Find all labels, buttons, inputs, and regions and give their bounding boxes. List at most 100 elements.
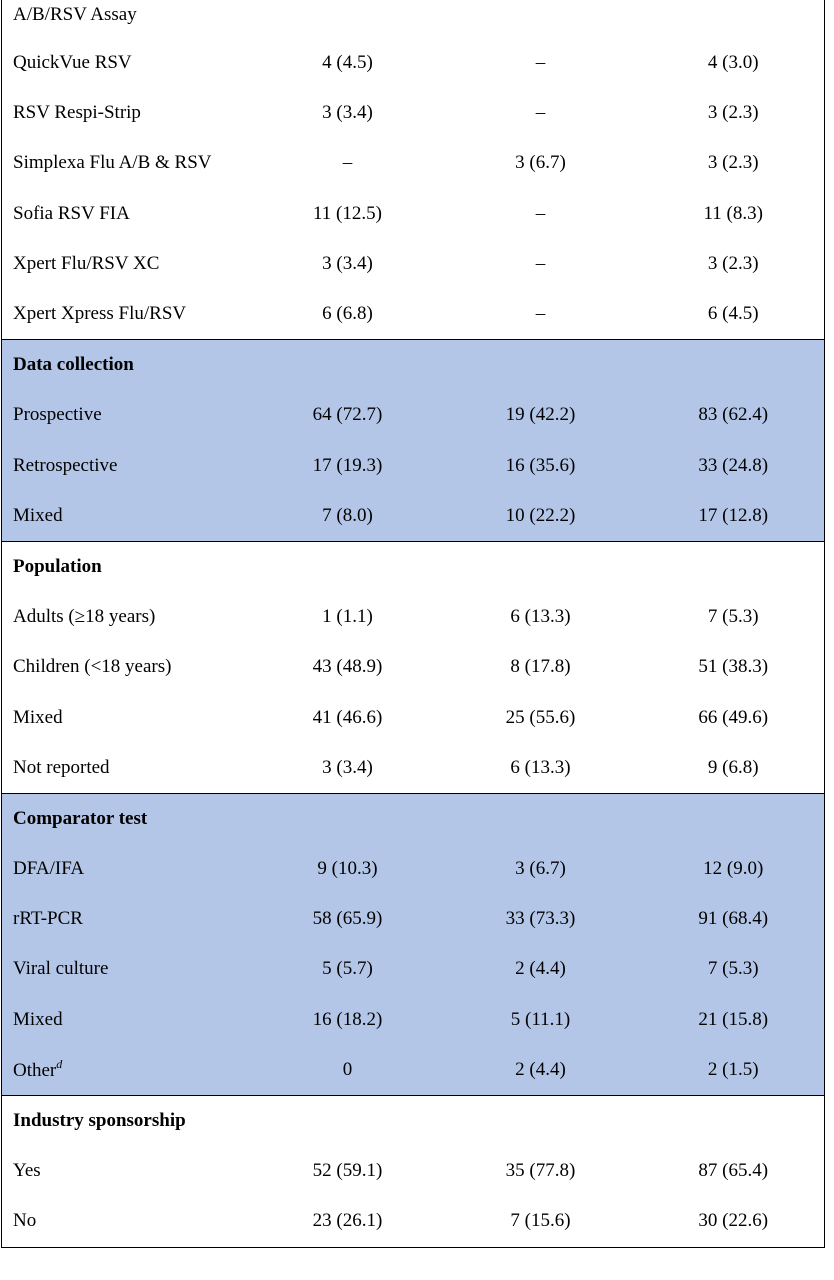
table-row: RSV Respi-Strip 3 (3.4) – 3 (2.3) — [2, 88, 825, 138]
cell-value — [256, 540, 439, 593]
cell-value: 7 (15.6) — [510, 1210, 571, 1232]
cell-value: 7 (5.3) — [707, 606, 759, 628]
cell-value: 0 — [256, 1044, 439, 1096]
cell-value: 3 (2.3) — [707, 252, 759, 274]
cell-value: 91 (68.4) — [642, 894, 825, 945]
table-row: Children (<18 years) 43 (48.9) 8 (17.8) … — [2, 642, 825, 692]
cell-value — [439, 0, 643, 38]
cell-value: 58 (65.9) — [256, 894, 439, 945]
table-row: Viral culture 5 (5.7) 2 (4.4) 7 (5.3) — [1, 944, 825, 995]
cell-value: 7 (8.0) — [256, 490, 439, 542]
cell-value: 83 (62.4) — [642, 390, 825, 441]
cell-value: 19 (42.2) — [438, 390, 643, 441]
cell-value: 52 (59.1) — [312, 1160, 383, 1182]
cell-value: 6 (6.8) — [322, 303, 373, 325]
cell-value: 3 (6.7) — [438, 844, 643, 895]
table-row: Mixed 7 (8.0) 10 (22.2) 17 (12.8) — [1, 490, 825, 542]
section-header-row: Comparator test — [1, 792, 825, 844]
table-row: Otherd 0 2 (4.4) 2 (1.5) — [1, 1044, 825, 1096]
row-label: No — [13, 1210, 37, 1232]
row-label: Xpert Flu/RSV XC — [13, 252, 160, 274]
cell-value: 3 (3.4) — [322, 102, 373, 124]
row-label: QuickVue RSV — [13, 52, 132, 74]
cell-value: 33 (73.3) — [438, 894, 643, 945]
cell-value — [256, 1094, 439, 1147]
section-title: Industry sponsorship — [1, 1094, 257, 1147]
row-label: Simplexa Flu A/B & RSV — [13, 152, 212, 174]
row-label: Retrospective — [1, 440, 257, 491]
row-label: Mixed — [13, 706, 63, 728]
row-label-text: Other — [13, 1060, 57, 1082]
cell-value: 35 (77.8) — [505, 1160, 576, 1182]
cell-value: 3 (3.4) — [322, 252, 373, 274]
cell-value: 6 (13.3) — [510, 756, 571, 778]
cell-value — [642, 339, 825, 391]
row-label: RSV Respi-Strip — [13, 102, 141, 124]
row-label: Mixed — [1, 490, 257, 542]
cell-value — [438, 1094, 643, 1147]
study-characteristics-table: A/B/RSV Assay QuickVue RSV 4 (4.5) – 4 (… — [1, 0, 825, 1248]
row-label: DFA/IFA — [1, 844, 257, 895]
cell-value: 10 (22.2) — [438, 490, 643, 542]
cell-value: 4 (3.0) — [707, 52, 759, 74]
cell-value — [257, 0, 439, 38]
table-row: Not reported 3 (3.4) 6 (13.3) 9 (6.8) — [2, 743, 825, 794]
cell-value — [256, 339, 439, 391]
table-row: A/B/RSV Assay — [2, 0, 825, 38]
cell-value: – — [535, 102, 546, 124]
cell-value: 43 (48.9) — [312, 656, 383, 678]
cell-value — [642, 792, 825, 844]
cell-value — [642, 1094, 825, 1147]
row-label: Otherd — [1, 1044, 257, 1096]
table-row: Prospective 64 (72.7) 19 (42.2) 83 (62.4… — [1, 390, 825, 441]
cell-value: 66 (49.6) — [698, 706, 769, 728]
table-row: DFA/IFA 9 (10.3) 3 (6.7) 12 (9.0) — [1, 844, 825, 895]
cell-value: 11 (12.5) — [313, 202, 382, 224]
row-label: Prospective — [1, 390, 257, 441]
table-row: Simplexa Flu A/B & RSV – 3 (6.7) 3 (2.3) — [2, 138, 825, 188]
cell-value: 21 (15.8) — [642, 994, 825, 1045]
cell-value: 1 (1.1) — [322, 606, 373, 628]
table-row: rRT-PCR 58 (65.9) 33 (73.3) 91 (68.4) — [1, 894, 825, 945]
cell-value: 16 (35.6) — [438, 440, 643, 491]
cell-value: 16 (18.2) — [256, 994, 439, 1045]
row-label: Not reported — [13, 756, 110, 778]
section-title: Population — [1, 540, 257, 593]
cell-value: 3 (2.3) — [707, 102, 759, 124]
table-row: No 23 (26.1) 7 (15.6) 30 (22.6) — [2, 1196, 825, 1247]
cell-value: 33 (24.8) — [642, 440, 825, 491]
cell-value: 17 (12.8) — [642, 490, 825, 542]
cell-value — [438, 339, 643, 391]
cell-value: 5 (11.1) — [438, 994, 643, 1045]
table-row: Xpert Xpress Flu/RSV 6 (6.8) – 6 (4.5) — [2, 289, 825, 340]
table-row: Mixed 41 (46.6) 25 (55.6) 66 (49.6) — [2, 692, 825, 742]
cell-value: 3 (6.7) — [515, 152, 566, 174]
cell-value: 8 (17.8) — [510, 656, 571, 678]
table-row: Xpert Flu/RSV XC 3 (3.4) – 3 (2.3) — [2, 239, 825, 289]
cell-value — [642, 540, 825, 593]
cell-value: – — [535, 303, 546, 325]
section-header-row: Data collection — [1, 339, 825, 391]
row-label: Viral culture — [1, 944, 257, 995]
row-label: Children (<18 years) — [13, 656, 172, 678]
cell-value: 7 (5.3) — [642, 944, 825, 995]
cell-value: 3 (2.3) — [707, 152, 759, 174]
cell-value: 6 (13.3) — [510, 606, 571, 628]
row-label: Xpert Xpress Flu/RSV — [13, 303, 187, 325]
footnote-marker: d — [56, 1057, 63, 1072]
row-label: Adults (≥18 years) — [13, 606, 156, 628]
table-row: Retrospective 17 (19.3) 16 (35.6) 33 (24… — [1, 440, 825, 491]
section-title: Data collection — [1, 339, 257, 391]
cell-value — [438, 792, 643, 844]
section-header-row: Industry sponsorship — [1, 1094, 825, 1147]
row-label: rRT-PCR — [1, 894, 257, 945]
cell-value: 17 (19.3) — [256, 440, 439, 491]
cell-value: 41 (46.6) — [312, 706, 383, 728]
cell-value — [438, 540, 643, 593]
cell-value: 2 (1.5) — [642, 1044, 825, 1096]
cell-value: 9 (6.8) — [707, 756, 759, 778]
table-row: QuickVue RSV 4 (4.5) – 4 (3.0) — [2, 38, 825, 88]
cell-value: – — [535, 252, 546, 274]
cell-value: 2 (4.4) — [438, 1044, 643, 1096]
cell-value: – — [535, 202, 546, 224]
